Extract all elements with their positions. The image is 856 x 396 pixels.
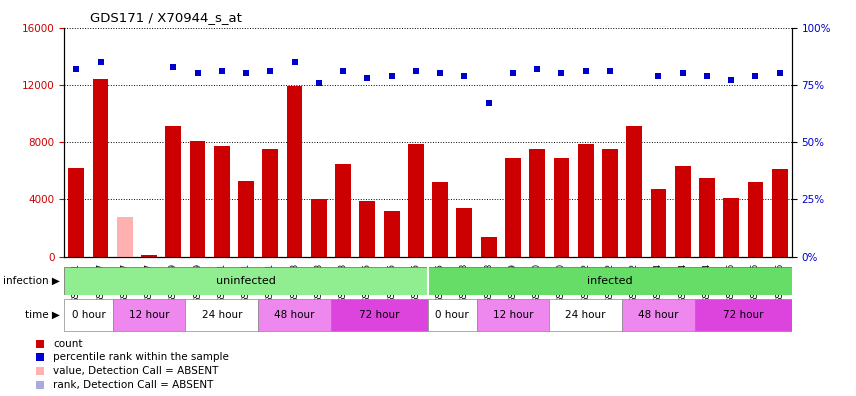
Bar [477,299,550,331]
Bar [311,199,327,257]
Bar [772,169,788,257]
Text: 0 hour: 0 hour [72,310,105,320]
Text: infected: infected [587,276,633,286]
Bar [383,211,400,257]
Bar [92,79,109,257]
Bar [651,189,666,257]
Bar [68,168,84,257]
Bar [456,208,473,257]
Bar [529,149,545,257]
Bar [190,141,205,257]
Text: 24 hour: 24 hour [202,310,242,320]
Bar [627,126,642,257]
Bar [263,149,278,257]
Bar [428,299,477,331]
Bar [331,299,428,331]
Bar [622,299,695,331]
Bar [723,198,739,257]
Text: rank, Detection Call = ABSENT: rank, Detection Call = ABSENT [53,380,213,390]
Bar [360,201,375,257]
Bar [432,182,448,257]
Bar [336,164,351,257]
Bar [186,299,259,331]
Text: 48 hour: 48 hour [639,310,679,320]
Bar [141,255,157,257]
Bar [64,299,113,331]
Bar [214,147,229,257]
Bar [505,158,520,257]
Text: 0 hour: 0 hour [436,310,469,320]
Bar [602,149,618,257]
Bar [408,144,424,257]
Text: percentile rank within the sample: percentile rank within the sample [53,352,229,362]
Bar [287,86,302,257]
Text: infection ▶: infection ▶ [3,276,60,286]
Bar [117,217,133,257]
Bar [578,144,593,257]
Text: count: count [53,339,82,348]
Bar [238,181,254,257]
Bar [113,299,186,331]
Text: time ▶: time ▶ [25,310,60,320]
Text: GDS171 / X70944_s_at: GDS171 / X70944_s_at [90,11,241,24]
Text: 24 hour: 24 hour [566,310,606,320]
Bar [428,267,792,295]
Bar [747,182,764,257]
Text: value, Detection Call = ABSENT: value, Detection Call = ABSENT [53,366,218,376]
Bar [675,166,691,257]
Bar [259,299,331,331]
Text: 48 hour: 48 hour [275,310,315,320]
Text: 72 hour: 72 hour [360,310,400,320]
Text: 12 hour: 12 hour [493,310,533,320]
Bar [481,236,496,257]
Text: 12 hour: 12 hour [129,310,169,320]
Bar [695,299,792,331]
Bar [699,178,715,257]
Bar [554,158,569,257]
Text: uninfected: uninfected [217,276,276,286]
Bar [64,267,428,295]
Bar [165,126,181,257]
Bar [550,299,622,331]
Text: 72 hour: 72 hour [723,310,764,320]
